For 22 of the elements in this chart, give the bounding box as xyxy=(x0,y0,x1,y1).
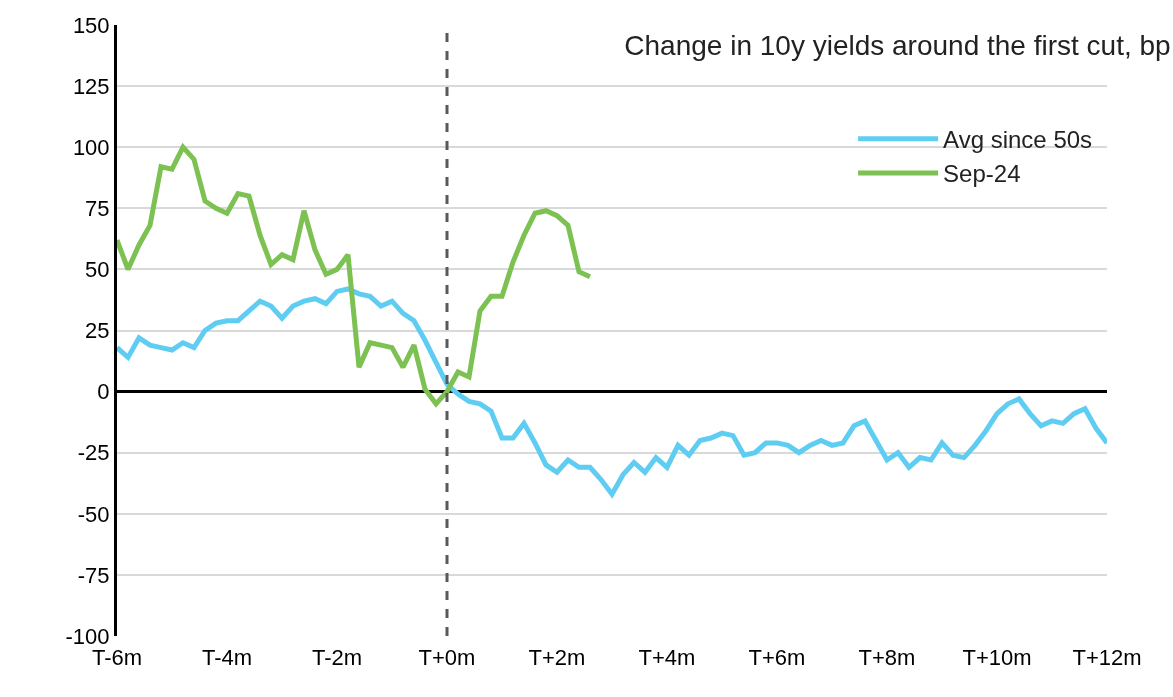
x-tick-label: T+10m xyxy=(962,645,1032,670)
y-tick-label: 75 xyxy=(85,196,110,221)
x-tick-label: T+2m xyxy=(528,645,586,670)
x-tick-label: T+4m xyxy=(638,645,696,670)
chart-title: Change in 10y yields around the first cut, bp xyxy=(624,30,1171,62)
y-tick-label: 0 xyxy=(97,379,110,405)
y-tick-label: -25 xyxy=(77,440,110,466)
x-tick-label: T+8m xyxy=(858,645,916,670)
x-tick-label: T+12m xyxy=(1072,645,1142,670)
y-tick-label: 25 xyxy=(85,318,110,344)
y-tick-label: 50 xyxy=(85,257,110,283)
x-tick-label: T-4m xyxy=(201,645,253,670)
y-tick-label: -50 xyxy=(77,501,110,527)
legend-label: Sep-24 xyxy=(943,160,1021,188)
y-tick-label: 125 xyxy=(72,73,110,99)
y-tick-label: 100 xyxy=(72,134,110,160)
y-tick-label: 150 xyxy=(72,12,110,38)
x-tick-label: T-2m xyxy=(311,645,363,670)
x-tick-label: T+0m xyxy=(418,645,476,670)
legend-label: Avg since 50s xyxy=(943,126,1093,154)
x-tick-label: T+6m xyxy=(748,645,806,670)
y-tick-label: -75 xyxy=(77,562,110,588)
